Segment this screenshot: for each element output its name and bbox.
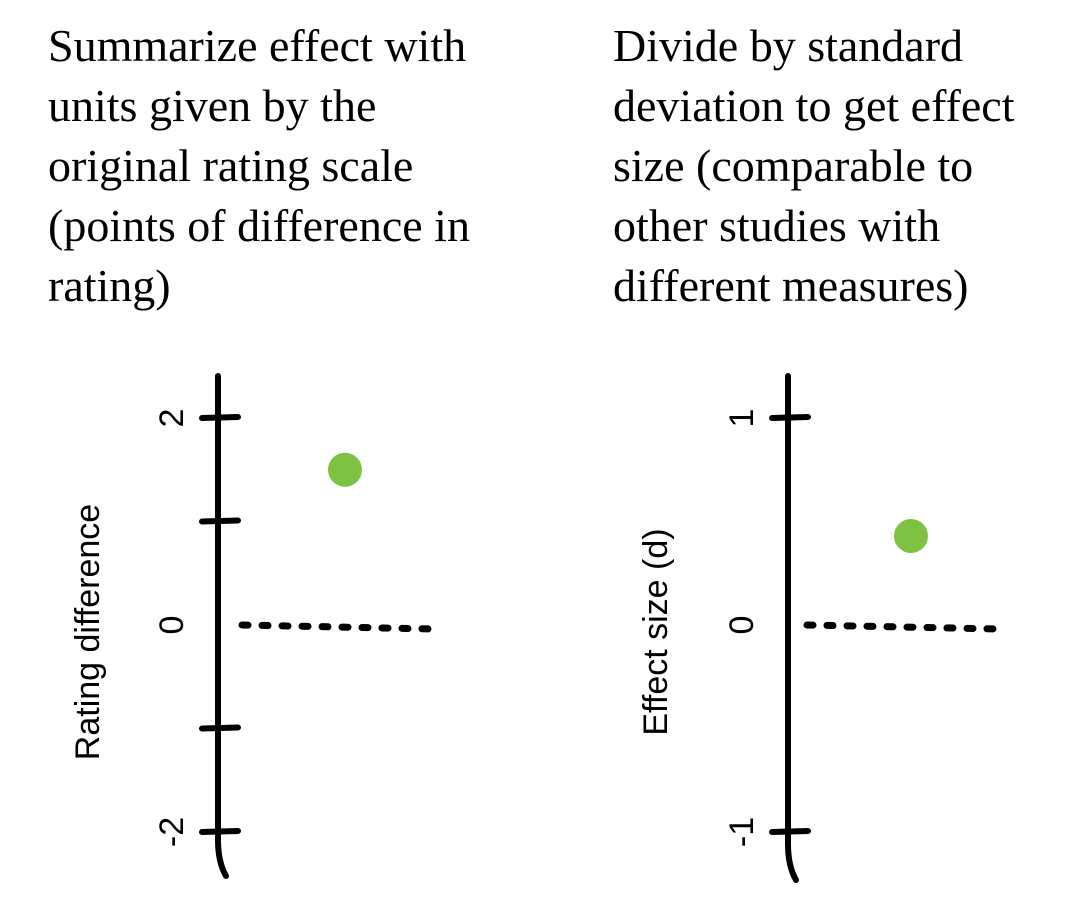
- y-tick-label: 2: [153, 409, 191, 428]
- zero-reference-line: [238, 621, 436, 633]
- caption-line: deviation to get effect: [613, 80, 1015, 131]
- y-tick-label: -1: [723, 817, 761, 847]
- y-tick-label: 0: [153, 616, 191, 635]
- y-tick-label: 1: [723, 409, 761, 428]
- caption-line: original rating scale: [48, 140, 414, 191]
- caption-line: rating): [48, 260, 171, 311]
- y-tick: [769, 414, 811, 421]
- y-tick: [199, 414, 241, 421]
- left-caption: Summarize effect with units given by the…: [48, 16, 470, 316]
- data-point: [328, 452, 362, 487]
- y-axis-line: [785, 373, 799, 883]
- y-tick-label: -2: [153, 817, 191, 847]
- y-axis-label: Rating difference: [69, 504, 107, 760]
- caption-line: other studies with: [613, 200, 941, 251]
- y-axis-line: [215, 373, 229, 879]
- rating-difference-plot: 2 0 -2 Rating difference: [69, 373, 436, 879]
- right-caption: Divide by standard deviation to get effe…: [613, 16, 1015, 316]
- y-tick: [199, 828, 241, 835]
- y-tick: [769, 828, 811, 835]
- y-tick: [199, 724, 241, 732]
- caption-line: Summarize effect with: [48, 20, 467, 71]
- caption-line: Divide by standard: [613, 20, 964, 71]
- caption-line: different measures): [613, 260, 969, 311]
- caption-line: (points of difference in: [48, 200, 470, 251]
- zero-reference-line: [803, 621, 1002, 633]
- caption-line: size (comparable to: [613, 140, 974, 191]
- y-tick: [199, 517, 241, 525]
- y-axis-label: Effect size (d): [637, 528, 675, 735]
- effect-size-plot: 1 0 -1 Effect size (d): [637, 373, 1002, 883]
- caption-line: units given by the: [48, 80, 377, 131]
- y-tick-label: 0: [723, 616, 761, 635]
- data-point: [894, 518, 928, 553]
